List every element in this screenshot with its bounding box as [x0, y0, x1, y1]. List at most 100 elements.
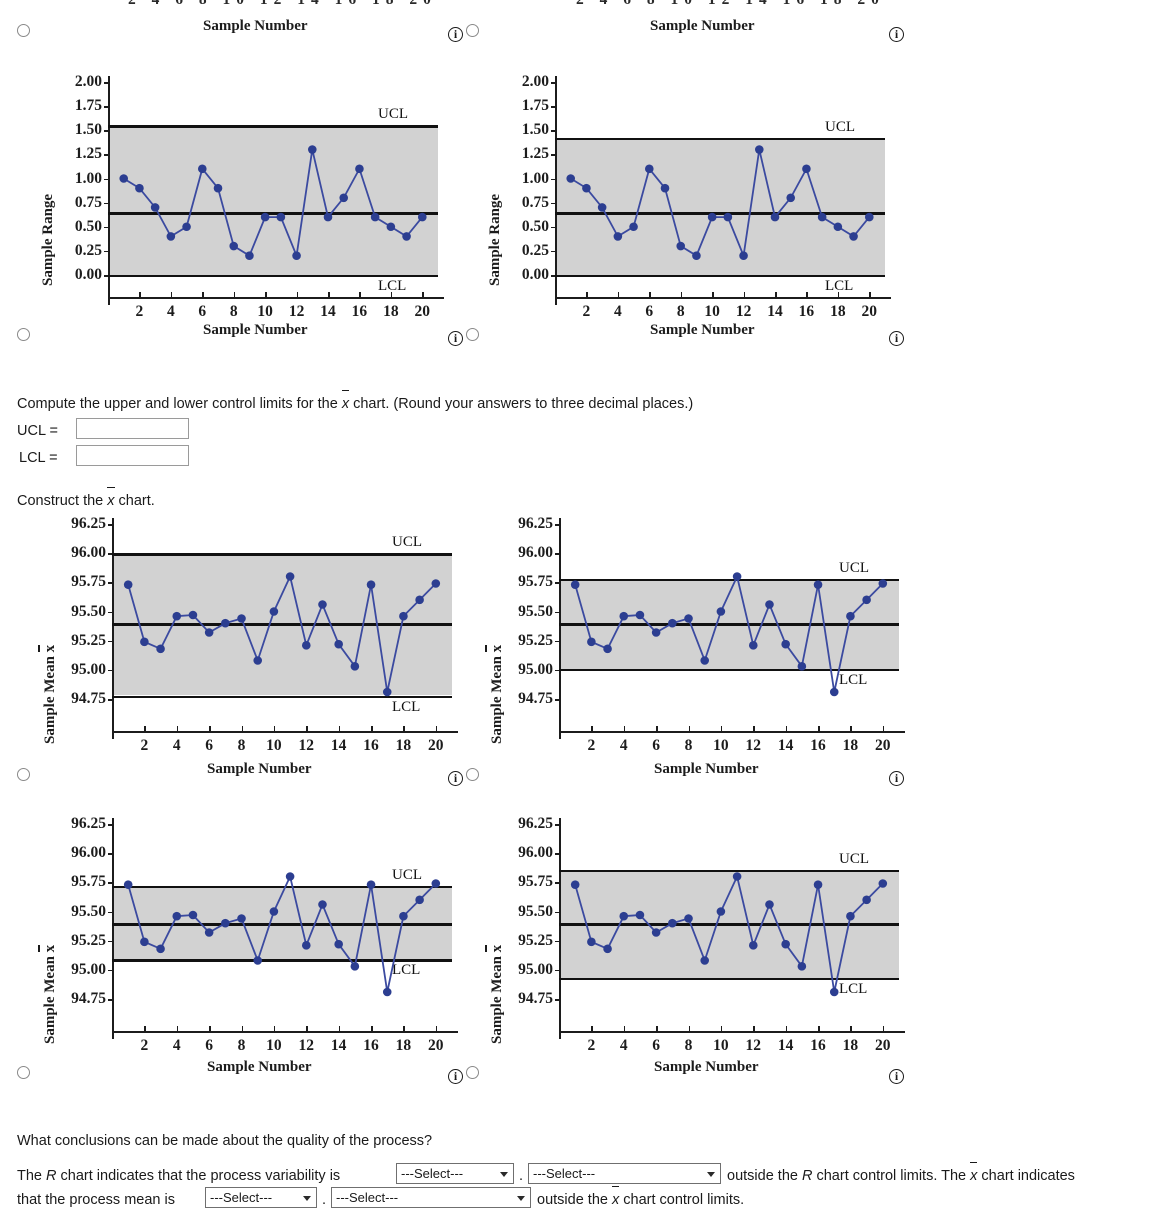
chart-xbar-d-xaxis-title: Sample Number	[654, 1059, 759, 1075]
radio-input[interactable]	[17, 328, 30, 341]
y-axis-spine	[555, 76, 557, 305]
r-chart-option-a[interactable]: Sample Range 0.00 0.25 0.50 0.75 1.00 1.25 1.5…	[30, 70, 450, 320]
y-tick-label: 95.75	[71, 873, 106, 891]
select-mean-1[interactable]: ---Select---	[205, 1187, 317, 1208]
x-tick-mark	[241, 1026, 244, 1032]
select-variability-2[interactable]: ---Select---	[528, 1163, 721, 1184]
info-icon-xbar-b-wrap[interactable]: i	[889, 769, 904, 787]
radio-option-xbar-d[interactable]	[466, 1066, 479, 1084]
info-icon[interactable]: i	[448, 26, 463, 42]
y-tick-mark	[555, 582, 561, 584]
info-icon-r-bottom-right-wrap[interactable]: i	[889, 329, 904, 347]
lcl-input[interactable]	[76, 445, 189, 466]
chart-xbar-b-xaxis-title: Sample Number	[654, 761, 759, 777]
x-tick-label: 14	[777, 1037, 794, 1054]
y-axis-spine	[112, 518, 114, 739]
info-icon-r-top-right-wrap[interactable]: i	[889, 25, 904, 43]
xbar-symbol: x	[341, 389, 350, 415]
lcl-line	[112, 959, 452, 962]
info-icon[interactable]: i	[889, 330, 904, 346]
y-tick-label: 0.25	[74, 241, 102, 259]
y-tick-label: 0.50	[521, 217, 549, 235]
radio-option-xbar-b[interactable]	[466, 768, 479, 786]
y-tick-label: 96.25	[71, 515, 106, 532]
ucl-label: UCL	[839, 850, 869, 867]
y-tick-label: 1.00	[74, 169, 102, 187]
x-tick-label: 20	[414, 303, 431, 320]
y-tick-mark	[108, 882, 114, 884]
y-tick-mark	[108, 524, 114, 526]
y-tick-mark	[555, 882, 561, 884]
xbar-symbol: x	[611, 1185, 620, 1211]
y-tick-label: 95.50	[71, 902, 106, 920]
x-tick-mark	[591, 726, 593, 732]
radio-input[interactable]	[466, 1066, 479, 1079]
x-tick-label: 4	[172, 1037, 181, 1054]
info-icon[interactable]: i	[448, 770, 463, 786]
info-icon-xbar-d-wrap[interactable]: i	[889, 1067, 904, 1085]
radio-input[interactable]	[466, 328, 479, 341]
y-tick-mark	[551, 250, 557, 253]
radio-option-r-bottom-left[interactable]	[17, 328, 30, 346]
info-icon-xbar-a-wrap[interactable]: i	[448, 769, 463, 787]
info-icon-r-top-left-wrap[interactable]: i	[448, 25, 463, 43]
x-tick-mark	[785, 1026, 788, 1032]
info-icon[interactable]: i	[448, 1068, 463, 1084]
x-tick-label: 2	[587, 1037, 596, 1054]
radio-input[interactable]	[466, 24, 479, 37]
x-tick-mark	[273, 1026, 276, 1032]
x-tick-label: 14	[767, 303, 783, 320]
xbar-chart-option-c[interactable]: Sample Mean x 94.75 95.00 95.25 95.50 95.75 9…	[34, 812, 458, 1062]
chart-top-left-xaxis-title: Sample Number	[203, 18, 308, 34]
y-tick-label: 94.75	[71, 990, 106, 1007]
select-mean-2[interactable]: ---Select---	[331, 1187, 531, 1208]
data-series	[570, 572, 888, 697]
y-tick-label: 95.75	[518, 573, 553, 591]
data-series	[123, 872, 441, 997]
xbar-chart-option-b[interactable]: Sample Mean x 94.75 95.00 95.25 95.50 95.75 9…	[481, 512, 905, 762]
r-chart-option-b[interactable]: Sample Range 0.00 0.25 0.50 0.75 1.00 1.25 1.5…	[477, 70, 897, 320]
chart-r-a-xaxis-title: Sample Number	[203, 322, 308, 338]
y-tick-label: 96.00	[518, 844, 553, 862]
x-tick-mark	[688, 726, 691, 732]
x-tick-mark	[390, 292, 393, 298]
ucl-input[interactable]	[76, 418, 189, 439]
center-line	[559, 923, 899, 926]
x-tick-label: 20	[428, 1037, 444, 1054]
data-series	[566, 145, 874, 260]
info-icon[interactable]: i	[889, 26, 904, 42]
select-variability-1[interactable]: ---Select---	[396, 1163, 514, 1184]
radio-option-r-top-left[interactable]	[17, 24, 30, 42]
xbar-chart-option-a[interactable]: Sample Mean x 94.75 95.00 95.25 95.50 95.75 9…	[34, 512, 458, 762]
radio-input[interactable]	[17, 24, 30, 37]
ucl-field-label: UCL =	[17, 423, 58, 439]
construct-instruction: Construct the x chart.	[17, 486, 155, 512]
radio-option-r-bottom-right[interactable]	[466, 328, 479, 346]
x-tick-mark	[144, 1026, 146, 1032]
radio-option-xbar-a[interactable]	[17, 768, 30, 786]
ucl-line	[108, 125, 438, 128]
radio-option-xbar-c[interactable]	[17, 1066, 30, 1084]
radio-input[interactable]	[17, 768, 30, 781]
info-icon[interactable]: i	[448, 330, 463, 346]
info-icon-xbar-c-wrap[interactable]: i	[448, 1067, 463, 1085]
xbar-chart-option-d[interactable]: Sample Mean x 94.75 95.00 95.25 95.50 95.75 9…	[481, 812, 905, 1062]
info-icon-r-bottom-left-wrap[interactable]: i	[448, 329, 463, 347]
y-tick-label: 96.25	[518, 515, 553, 532]
ucl-line	[555, 137, 885, 141]
info-icon[interactable]: i	[889, 770, 904, 786]
radio-option-r-top-right[interactable]	[466, 24, 479, 42]
chevron-down-icon	[517, 1195, 525, 1201]
info-icon[interactable]: i	[889, 1068, 904, 1084]
xbar-symbol: x	[970, 1161, 978, 1187]
y-tick-label: 95.50	[518, 902, 553, 920]
x-tick-label: 18	[842, 1037, 859, 1054]
radio-input[interactable]	[466, 768, 479, 781]
x-tick-mark	[882, 1026, 885, 1032]
x-tick-label: 18	[383, 303, 399, 320]
radio-input[interactable]	[17, 1066, 30, 1079]
y-axis-spine	[112, 818, 114, 1039]
x-tick-mark	[882, 726, 885, 732]
x-tick-mark	[296, 292, 299, 298]
y-tick-label: 95.00	[71, 660, 106, 678]
